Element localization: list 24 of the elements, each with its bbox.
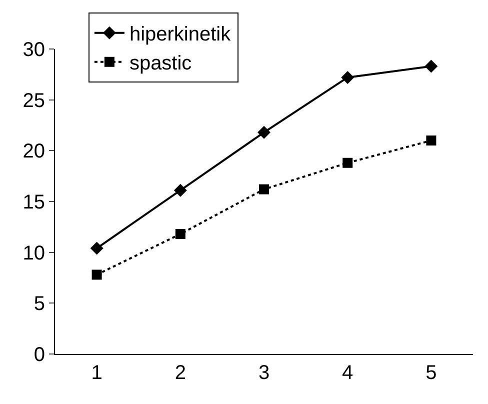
x-tick-label: 4 <box>342 362 354 384</box>
point <box>341 70 354 84</box>
point <box>175 229 186 240</box>
x-tick-label: 1 <box>91 362 102 384</box>
point <box>174 184 187 197</box>
y-tick-label: 15 <box>22 192 45 214</box>
x-tick-label: 5 <box>426 362 437 384</box>
y-tick-label: 25 <box>22 90 45 112</box>
y-tick-label: 20 <box>22 140 45 163</box>
point <box>342 158 353 168</box>
y-tick-label: 0 <box>34 344 45 366</box>
legend-label: spastic <box>129 52 192 75</box>
point <box>92 270 102 280</box>
y-tick-label: 10 <box>22 242 45 264</box>
point <box>259 184 269 194</box>
point <box>258 126 270 139</box>
point <box>426 136 436 146</box>
point <box>90 242 104 255</box>
point <box>424 60 438 73</box>
legend-label: hiperkinetik <box>129 24 232 46</box>
x-tick-label: 2 <box>174 362 186 384</box>
y-tick-label: 30 <box>22 39 45 61</box>
x-tick-label: 3 <box>258 362 270 384</box>
y-tick-label: 5 <box>34 293 45 316</box>
